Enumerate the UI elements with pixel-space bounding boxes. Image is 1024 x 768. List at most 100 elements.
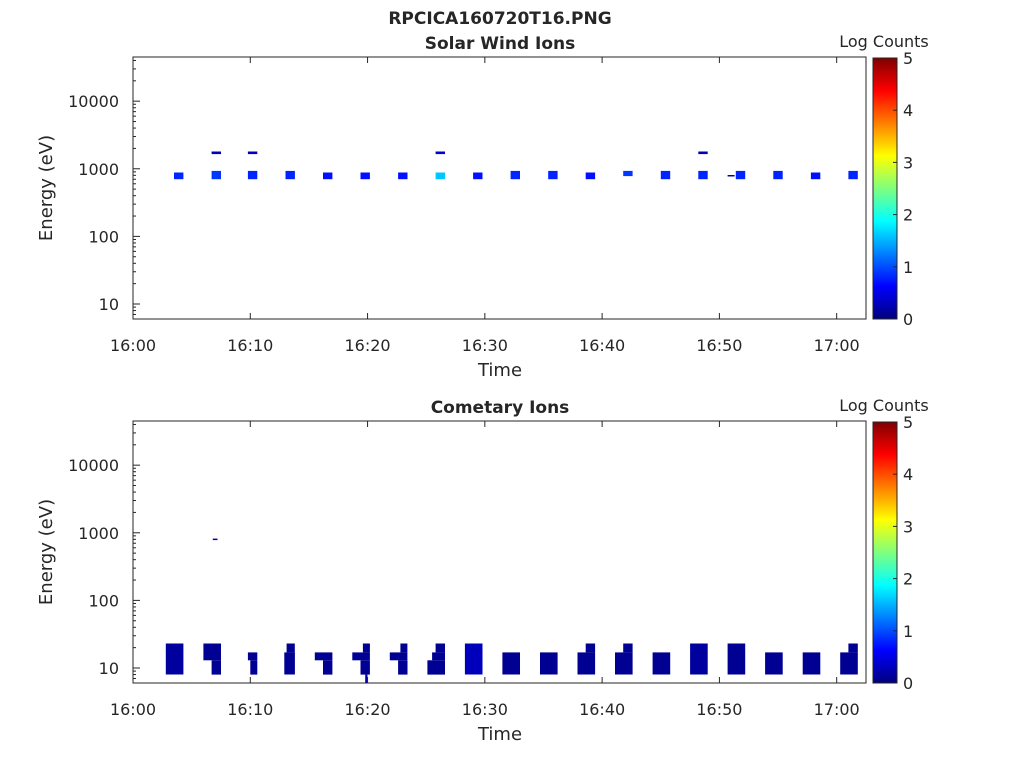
y-axis-ticks: 10 100 1000 10000: [68, 59, 140, 320]
y-tick-label: 100: [88, 591, 119, 610]
heatmap-cells: [174, 151, 858, 180]
colorbar-tick-label: 5: [903, 49, 913, 68]
heatmap-cell: [840, 652, 858, 675]
figure-title: RPCICA160720T16.PNG: [388, 9, 611, 29]
y-tick-label: 100: [88, 227, 119, 246]
colorbar-label: Log Counts: [839, 32, 929, 51]
heatmap-cell: [247, 151, 258, 155]
heatmap-cell: [389, 652, 408, 661]
x-tick-label: 17:00: [814, 700, 860, 719]
y-tick-label: 10000: [68, 456, 119, 475]
colorbar-tick-label: 0: [903, 674, 913, 693]
colorbar-tick-label: 2: [903, 206, 913, 225]
heatmap-cell: [432, 652, 445, 661]
heatmap-cell: [802, 652, 821, 675]
y-tick-label: 1000: [78, 524, 119, 543]
plot-frame: [132, 420, 867, 684]
heatmap-cell: [698, 151, 708, 155]
heatmap-cell: [250, 660, 258, 675]
x-tick-label: 16:50: [696, 700, 742, 719]
heatmap-cell: [585, 643, 596, 653]
heatmap-cell: [212, 538, 218, 541]
heatmap-cell: [398, 172, 408, 180]
x-tick-label: 16:30: [462, 336, 508, 355]
y-axis-label: Energy (eV): [36, 135, 57, 241]
colorbar-tick-label: 2: [903, 570, 913, 589]
colorbar: [872, 57, 898, 320]
heatmap-cell: [510, 170, 520, 180]
x-tick-label: 16:50: [696, 336, 742, 355]
x-axis-ticks: 16:00 16:10 16:20 16:30 16:40 16:50 17:00: [110, 57, 860, 355]
heatmap-cell: [727, 643, 746, 675]
x-tick-label: 16:20: [345, 700, 391, 719]
heatmap-cell: [211, 151, 221, 155]
heatmap-cell: [400, 643, 408, 653]
heatmap-cell: [473, 172, 483, 180]
y-tick-label: 1000: [78, 160, 119, 179]
x-tick-label: 16:10: [227, 336, 273, 355]
heatmap-cell: [585, 172, 596, 180]
heatmap-cell: [735, 170, 746, 180]
heatmap-cell: [398, 660, 408, 675]
heatmap-cell: [165, 643, 184, 675]
x-tick-label: 16:00: [110, 336, 156, 355]
panel-cometary: Cometary Ions Log Counts Time Energy (eV…: [36, 396, 929, 745]
heatmap-cell: [365, 674, 368, 683]
colorbar-label: Log Counts: [839, 396, 929, 415]
x-axis-label: Time: [477, 360, 522, 381]
colorbar-tick-label: 1: [903, 622, 913, 641]
plot-frame: [132, 56, 867, 320]
heatmap-cell: [203, 643, 221, 661]
heatmap-cell: [247, 652, 258, 661]
heatmap-cell: [174, 172, 184, 180]
colorbar: [872, 421, 898, 684]
x-axis-label: Time: [477, 724, 522, 745]
heatmap-cells: [165, 538, 858, 683]
heatmap-cell: [323, 172, 333, 180]
heatmap-cell: [810, 172, 821, 180]
heatmap-cell: [360, 660, 370, 675]
x-tick-label: 16:30: [462, 700, 508, 719]
colorbar-tick-label: 4: [903, 101, 913, 120]
heatmap-cell: [435, 151, 445, 155]
colorbar-tick-label: 1: [903, 258, 913, 277]
heatmap-cell: [284, 652, 295, 675]
colorbar-tick-label: 3: [903, 153, 913, 172]
x-axis-ticks: 16:00 16:10 16:20 16:30 16:40 16:50 17:00: [110, 421, 860, 719]
heatmap-cell: [362, 643, 370, 653]
heatmap-cell: [247, 170, 258, 180]
x-tick-label: 16:20: [345, 336, 391, 355]
heatmap-cell: [286, 643, 295, 653]
heatmap-cell: [285, 170, 295, 180]
heatmap-cell: [848, 643, 858, 653]
panel-title: Cometary Ions: [431, 398, 570, 418]
heatmap-cell: [577, 652, 596, 675]
colorbar-ticks: 0 1 2 3 4 5: [893, 49, 913, 329]
heatmap-cell: [615, 652, 633, 675]
heatmap-cell: [698, 170, 708, 180]
heatmap-cell: [360, 172, 370, 180]
heatmap-cell: [427, 660, 445, 675]
y-tick-label: 10000: [68, 92, 119, 111]
heatmap-cell: [314, 652, 333, 661]
x-tick-label: 16:40: [579, 336, 625, 355]
heatmap-cell: [727, 175, 735, 177]
colorbar-tick-label: 3: [903, 517, 913, 536]
panel-solar-wind: Solar Wind Ions Log Counts Time Energy (…: [36, 32, 929, 381]
heatmap-cell: [323, 660, 333, 675]
y-axis-label: Energy (eV): [36, 499, 57, 605]
heatmap-cell: [765, 652, 783, 675]
y-axis-ticks: 10 100 1000 10000: [68, 423, 140, 684]
heatmap-cell: [690, 643, 708, 675]
x-tick-label: 16:00: [110, 700, 156, 719]
colorbar-tick-label: 0: [903, 310, 913, 329]
colorbar-tick-label: 4: [903, 465, 913, 484]
heatmap-cell: [623, 643, 633, 653]
colorbar-ticks: 0 1 2 3 4 5: [893, 413, 913, 693]
heatmap-cell: [502, 652, 520, 675]
x-tick-label: 16:10: [227, 700, 273, 719]
heatmap-cell: [540, 652, 558, 675]
panel-title: Solar Wind Ions: [425, 34, 576, 54]
heatmap-cell: [623, 170, 633, 177]
